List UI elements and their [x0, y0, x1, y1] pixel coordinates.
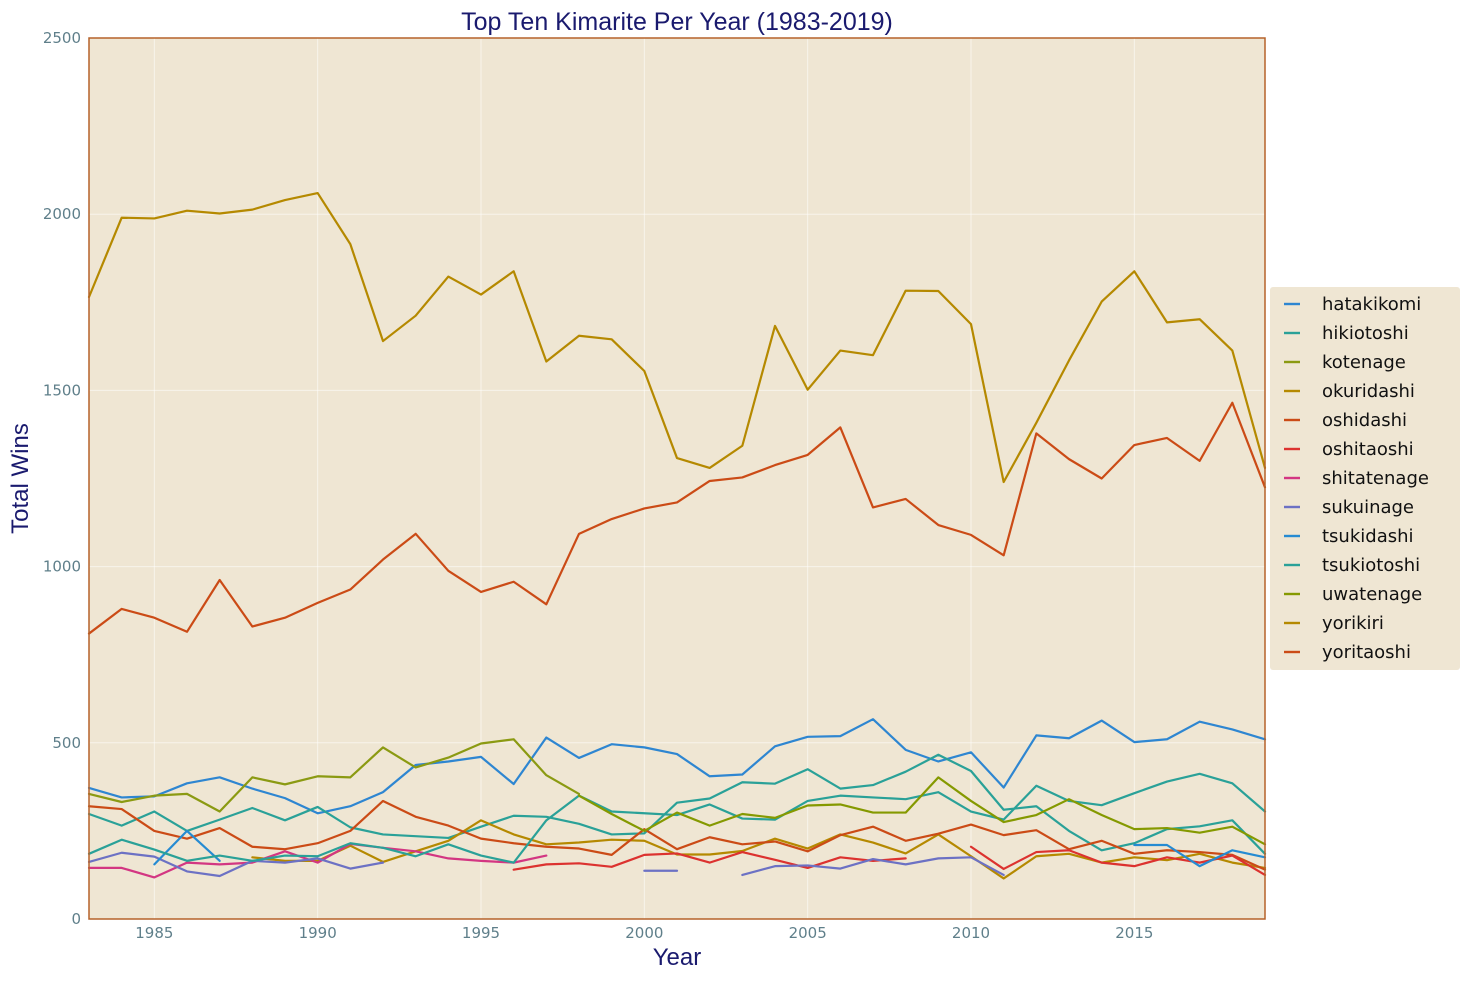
series-kotenage — [87, 738, 581, 813]
legend-item-kotenage: kotenage — [1284, 352, 1406, 373]
legend-item-yorikiri: yorikiri — [1284, 613, 1384, 634]
series-hikiotoshi — [87, 753, 1267, 855]
legend-label: tsukiotoshi — [1322, 555, 1420, 576]
legend-items: hatakikomi hikiotoshi kotenage okuridashi os… — [1284, 294, 1429, 663]
series-line-sukuinage — [741, 856, 1005, 877]
plot-frame — [88, 37, 1266, 920]
y-tick-label: 1500 — [43, 381, 81, 399]
x-tick-label: 2015 — [1115, 924, 1153, 942]
legend-label: hatakikomi — [1322, 294, 1421, 315]
legend-label: shitatenage — [1322, 468, 1429, 489]
series-hatakikomi — [87, 718, 1267, 815]
legend-item-oshidashi: oshidashi — [1284, 410, 1407, 431]
series-sukuinage — [87, 851, 1005, 878]
gridlines — [89, 38, 1265, 919]
legend: hatakikomi hikiotoshi kotenage okuridashi os… — [1270, 287, 1460, 670]
legend-item-oshitaoshi: oshitaoshi — [1284, 439, 1414, 460]
series-line-hikiotoshi — [87, 753, 1267, 855]
x-axis-label: Year — [653, 944, 702, 971]
legend-label: oshidashi — [1322, 410, 1407, 431]
y-tick-label: 1000 — [43, 558, 81, 576]
series-line-hatakikomi — [87, 718, 1267, 815]
legend-item-tsukiotoshi: tsukiotoshi — [1284, 555, 1420, 576]
plot-background — [89, 38, 1265, 919]
series-line-yoritaoshi — [87, 401, 1267, 635]
series-line-tsukiotoshi — [87, 772, 1267, 864]
series-line-tsukidashi — [1133, 843, 1267, 868]
y-tick-label: 500 — [52, 734, 81, 752]
legend-item-shitatenage: shitatenage — [1284, 468, 1429, 489]
series-uwatenage — [577, 776, 1267, 846]
x-tick-label: 2010 — [952, 924, 990, 942]
series-line-oshitaoshi — [512, 850, 907, 871]
legend-label: oshitaoshi — [1322, 439, 1414, 460]
y-tick-label: 2000 — [43, 205, 81, 223]
legend-label: okuridashi — [1322, 381, 1415, 402]
legend-box — [1270, 287, 1460, 670]
x-tick-label: 1985 — [135, 924, 173, 942]
legend-item-hikiotoshi: hikiotoshi — [1284, 323, 1409, 344]
series-line-shitatenage — [87, 842, 548, 879]
series-lines — [87, 191, 1267, 880]
series-line-kotenage — [87, 738, 581, 813]
series-yorikiri — [87, 191, 1267, 484]
y-axis-ticks: 0 500 1000 1500 2000 2500 — [43, 29, 81, 928]
legend-label: yorikiri — [1322, 613, 1384, 634]
series-line-sukuinage — [87, 851, 385, 878]
legend-item-sukuinage: sukuinage — [1284, 497, 1414, 518]
y-tick-label: 2500 — [43, 29, 81, 47]
legend-label: hikiotoshi — [1322, 323, 1409, 344]
y-axis-label: Total Wins — [7, 423, 34, 534]
x-tick-label: 1990 — [299, 924, 337, 942]
y-tick-label: 0 — [71, 910, 81, 928]
legend-item-hatakikomi: hatakikomi — [1284, 294, 1421, 315]
series-line-yorikiri — [87, 191, 1267, 484]
legend-label: yoritaoshi — [1322, 642, 1411, 663]
legend-item-okuridashi: okuridashi — [1284, 381, 1415, 402]
legend-item-yoritaoshi: yoritaoshi — [1284, 642, 1411, 663]
x-tick-label: 2005 — [789, 924, 827, 942]
legend-label: uwatenage — [1322, 584, 1422, 605]
chart-title: Top Ten Kimarite Per Year (1983-2019) — [461, 8, 893, 36]
series-shitatenage — [87, 842, 548, 879]
legend-label: sukuinage — [1322, 497, 1414, 518]
legend-label: kotenage — [1322, 352, 1406, 373]
x-tick-label: 1995 — [462, 924, 500, 942]
legend-label: tsukidashi — [1322, 526, 1414, 547]
legend-item-tsukidashi: tsukidashi — [1284, 526, 1414, 547]
x-axis-ticks: 1985 1990 1995 2000 2005 2010 2015 — [135, 924, 1153, 942]
x-tick-label: 2000 — [625, 924, 663, 942]
series-line-uwatenage — [577, 776, 1267, 846]
legend-item-uwatenage: uwatenage — [1284, 584, 1422, 605]
series-tsukiotoshi — [87, 772, 1267, 864]
series-yoritaoshi — [87, 401, 1267, 635]
